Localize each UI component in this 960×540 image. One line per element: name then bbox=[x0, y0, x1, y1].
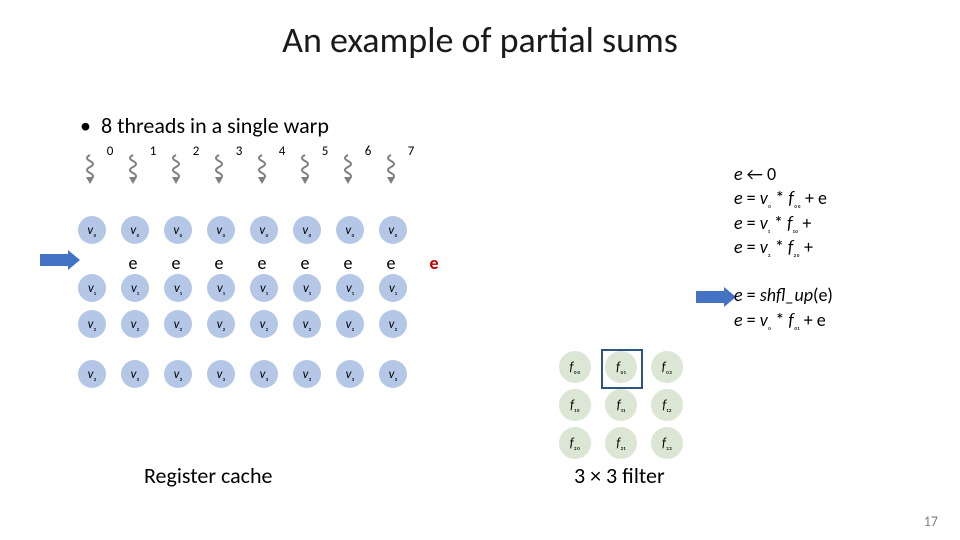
equations-block: e ← 0e = v₀ * f₀₀ + ee = v₁ * f₁₀ +e = v… bbox=[734, 162, 833, 332]
left-arrow-icon bbox=[40, 250, 80, 270]
register-dot-grid: v₀v₁v₂v₃v₀v₁v₂v₃v₀v₁v₂v₃v₀v₁v₂v₃v₀v₁v₂v₃… bbox=[78, 216, 422, 410]
bullet-text: 8 threads in a single warp bbox=[80, 112, 329, 139]
register-cache-label: Register cache bbox=[144, 462, 272, 489]
filter-grid: f₀₀f₀₁f₀₂f₁₀f₁₁f₁₂f₂₀f₂₁f₂₂ bbox=[552, 348, 690, 462]
e-value-row: eeeeeeee bbox=[118, 252, 462, 274]
thread-header-row: 01234567 bbox=[78, 154, 422, 190]
filter-label: 3 × 3 filter bbox=[574, 462, 665, 489]
slide-title: An example of partial sums bbox=[0, 18, 960, 62]
right-arrow-icon bbox=[696, 287, 736, 307]
page-number: 17 bbox=[924, 513, 938, 530]
